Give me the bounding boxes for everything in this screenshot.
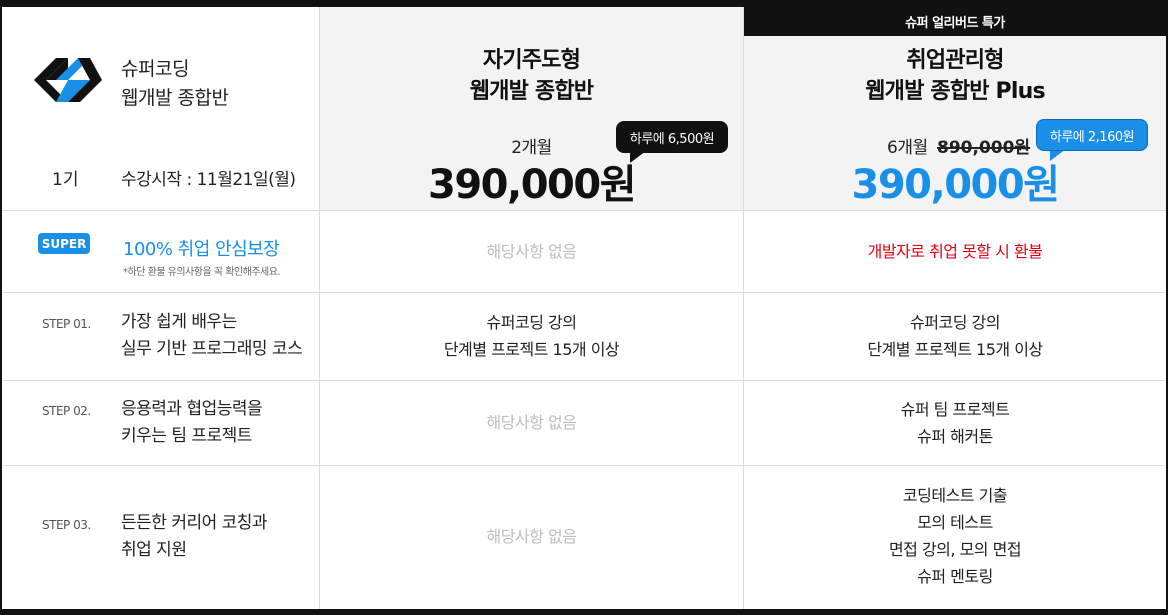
step-03-plan-b-line1: 코딩테스트 기출 xyxy=(902,486,1008,505)
course-name-line2: 웹개발 종합반 xyxy=(121,87,229,109)
step-01-number: STEP 01. xyxy=(42,317,91,331)
plan-b-title: 취업관리형 웹개발 종합반 Plus xyxy=(744,45,1166,107)
step-01-description: 가장 쉽게 배우는 실무 기반 프로그래밍 코스 xyxy=(121,309,303,363)
super-row-plan-b: 개발자로 취업 못할 시 환불 xyxy=(867,242,1043,261)
step-02-description: 응용력과 협업능력을 키우는 팀 프로젝트 xyxy=(121,396,263,450)
plan-b-daily-price-bubble: 하루에 2,160원 xyxy=(1036,119,1148,151)
plan-a-bubble-tail xyxy=(630,151,646,163)
plan-b-original-price: 890,000원 xyxy=(937,138,1031,158)
super-badge: SUPER xyxy=(38,233,90,254)
plan-a-daily-price-bubble: 하루에 6,500원 xyxy=(616,121,728,153)
frame-border-bottom xyxy=(0,609,1168,615)
step-02-line2: 키우는 팀 프로젝트 xyxy=(121,426,252,446)
step-01-plan-a: 슈퍼코딩 강의 단계별 프로젝트 15개 이상 xyxy=(320,309,743,363)
plan-a-title-line2: 웹개발 종합반 xyxy=(469,79,594,104)
start-date: 수강시작 : 11월21일(월) xyxy=(121,170,296,190)
step-01-plan-b-line2: 단계별 프로젝트 15개 이상 xyxy=(867,340,1043,359)
step-03-plan-a: 해당사항 없음 xyxy=(486,527,577,546)
row-divider xyxy=(2,292,1166,293)
step-02-line1: 응용력과 협업능력을 xyxy=(121,399,263,419)
step-03-line2: 취업 지원 xyxy=(121,540,187,560)
step-03-plan-b-line3: 면접 강의, 모의 면접 xyxy=(888,540,1022,559)
step-01-plan-b-line1: 슈퍼코딩 강의 xyxy=(910,313,1000,332)
super-row-plan-a: 해당사항 없음 xyxy=(486,242,577,261)
row-divider xyxy=(2,210,1166,211)
row-divider xyxy=(2,380,1166,381)
step-03-plan-b: 코딩테스트 기출 모의 테스트 면접 강의, 모의 면접 슈퍼 멘토링 xyxy=(744,482,1166,590)
step-03-plan-b-line2: 모의 테스트 xyxy=(917,513,993,532)
step-01-plan-a-line2: 단계별 프로젝트 15개 이상 xyxy=(443,340,620,359)
plan-b-title-line1: 취업관리형 xyxy=(906,48,1004,73)
row-divider xyxy=(2,465,1166,466)
frame-border-right xyxy=(1166,0,1168,615)
course-name-line1: 슈퍼코딩 xyxy=(121,58,189,80)
step-02-plan-b: 슈퍼 팀 프로젝트 슈퍼 해커톤 xyxy=(744,396,1166,450)
plan-a-title: 자기주도형 웹개발 종합반 xyxy=(320,45,743,107)
plan-b-price: 390,000원 xyxy=(851,162,1061,208)
step-02-plan-a: 해당사항 없음 xyxy=(486,413,577,432)
guarantee-label: 100% 취업 안심보장 xyxy=(123,239,280,260)
column-divider xyxy=(319,7,320,609)
step-01-plan-b: 슈퍼코딩 강의 단계별 프로젝트 15개 이상 xyxy=(744,309,1166,363)
step-03-description: 든든한 커리어 코칭과 취업 지원 xyxy=(121,510,268,564)
step-03-number: STEP 03. xyxy=(42,518,91,532)
step-02-plan-b-line2: 슈퍼 해커톤 xyxy=(917,427,993,446)
step-01-plan-a-line1: 슈퍼코딩 강의 xyxy=(486,313,577,332)
column-divider xyxy=(743,7,744,609)
frame-border-left xyxy=(0,0,2,615)
plan-a-header-bg xyxy=(320,7,743,210)
plan-a-duration: 2개월 xyxy=(511,138,552,158)
plan-a-price: 390,000원 xyxy=(428,162,637,208)
step-02-plan-b-line1: 슈퍼 팀 프로젝트 xyxy=(900,400,1010,419)
plan-b-duration: 6개월 xyxy=(887,138,928,158)
guarantee-note: *하단 환불 유의사항을 꼭 확인해주세요. xyxy=(123,267,281,278)
early-bird-banner: 슈퍼 얼리버드 특가 xyxy=(744,7,1166,36)
step-03-plan-b-line4: 슈퍼 멘토링 xyxy=(917,567,993,586)
frame-border-top xyxy=(0,0,1168,7)
step-01-line1: 가장 쉽게 배우는 xyxy=(121,312,237,332)
step-02-number: STEP 02. xyxy=(42,404,91,418)
step-03-line1: 든든한 커리어 코칭과 xyxy=(121,513,268,533)
cohort-label: 1기 xyxy=(52,170,79,190)
course-name: 슈퍼코딩 웹개발 종합반 xyxy=(121,55,229,113)
plan-b-title-line2: 웹개발 종합반 Plus xyxy=(865,79,1045,104)
plan-a-title-line1: 자기주도형 xyxy=(482,48,581,73)
step-01-line2: 실무 기반 프로그래밍 코스 xyxy=(121,339,303,359)
supercoding-logo-icon xyxy=(34,58,102,102)
plan-b-bubble-tail xyxy=(1050,149,1066,161)
